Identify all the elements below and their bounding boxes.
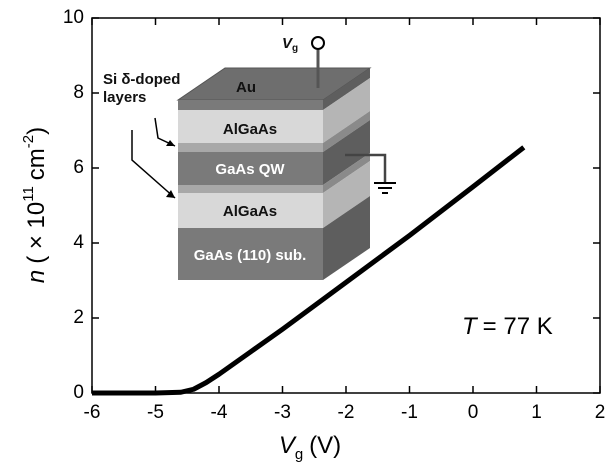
x-tick-label: 1 [531, 402, 542, 423]
inset-label: layers [103, 89, 146, 106]
x-tick-label: -5 [147, 402, 164, 423]
x-axis-label: Vg(V) [279, 432, 341, 463]
annotation-text: = 77 K [483, 313, 553, 340]
x-label-subscript: g [295, 446, 303, 463]
gate-subscript: g [292, 43, 298, 54]
inset-label: AlGaAs [223, 121, 277, 138]
inset-label: GaAs (110) sub. [194, 247, 307, 264]
y-label-post: ) [23, 127, 50, 135]
inset-label: Au [236, 79, 256, 96]
gate-label: Vg [282, 35, 298, 54]
y-label-unit-exp: -2 [20, 135, 37, 148]
annotation-symbol: T [462, 313, 479, 340]
inset-diagram: Au AlGaAs GaAs QW AlGaAs GaAs (110) sub.… [103, 35, 396, 280]
y-tick-label: 6 [73, 157, 84, 178]
y-tick-label: 10 [63, 7, 84, 28]
inset-label: Si δ-doped [103, 71, 180, 88]
x-tick-label: 0 [468, 402, 479, 423]
y-tick-label: 4 [73, 232, 84, 253]
y-tick-label: 2 [73, 307, 84, 328]
x-tick-label: -2 [338, 402, 355, 423]
x-tick-label: -1 [401, 402, 418, 423]
y-tick-label: 0 [73, 382, 84, 403]
y-label-pre: ( × 10 [23, 202, 50, 264]
chart: Au AlGaAs GaAs QW AlGaAs GaAs (110) sub.… [0, 0, 613, 470]
x-tick-label: -6 [84, 402, 101, 423]
x-tick-label: -4 [211, 402, 228, 423]
inset-label: AlGaAs [223, 203, 277, 220]
y-label-exp: 11 [20, 186, 37, 202]
x-label-unit: (V) [309, 432, 341, 459]
annotation: T= 77 K [462, 313, 553, 340]
x-tick-label: 2 [595, 402, 606, 423]
y-label-unit: cm [23, 148, 50, 180]
x-tick-label: -3 [274, 402, 291, 423]
y-axis-label: n ( × 1011 cm-2) [20, 127, 50, 283]
y-tick-label: 8 [73, 82, 84, 103]
inset-label: GaAs QW [215, 161, 285, 178]
y-label-symbol: n [23, 270, 50, 283]
